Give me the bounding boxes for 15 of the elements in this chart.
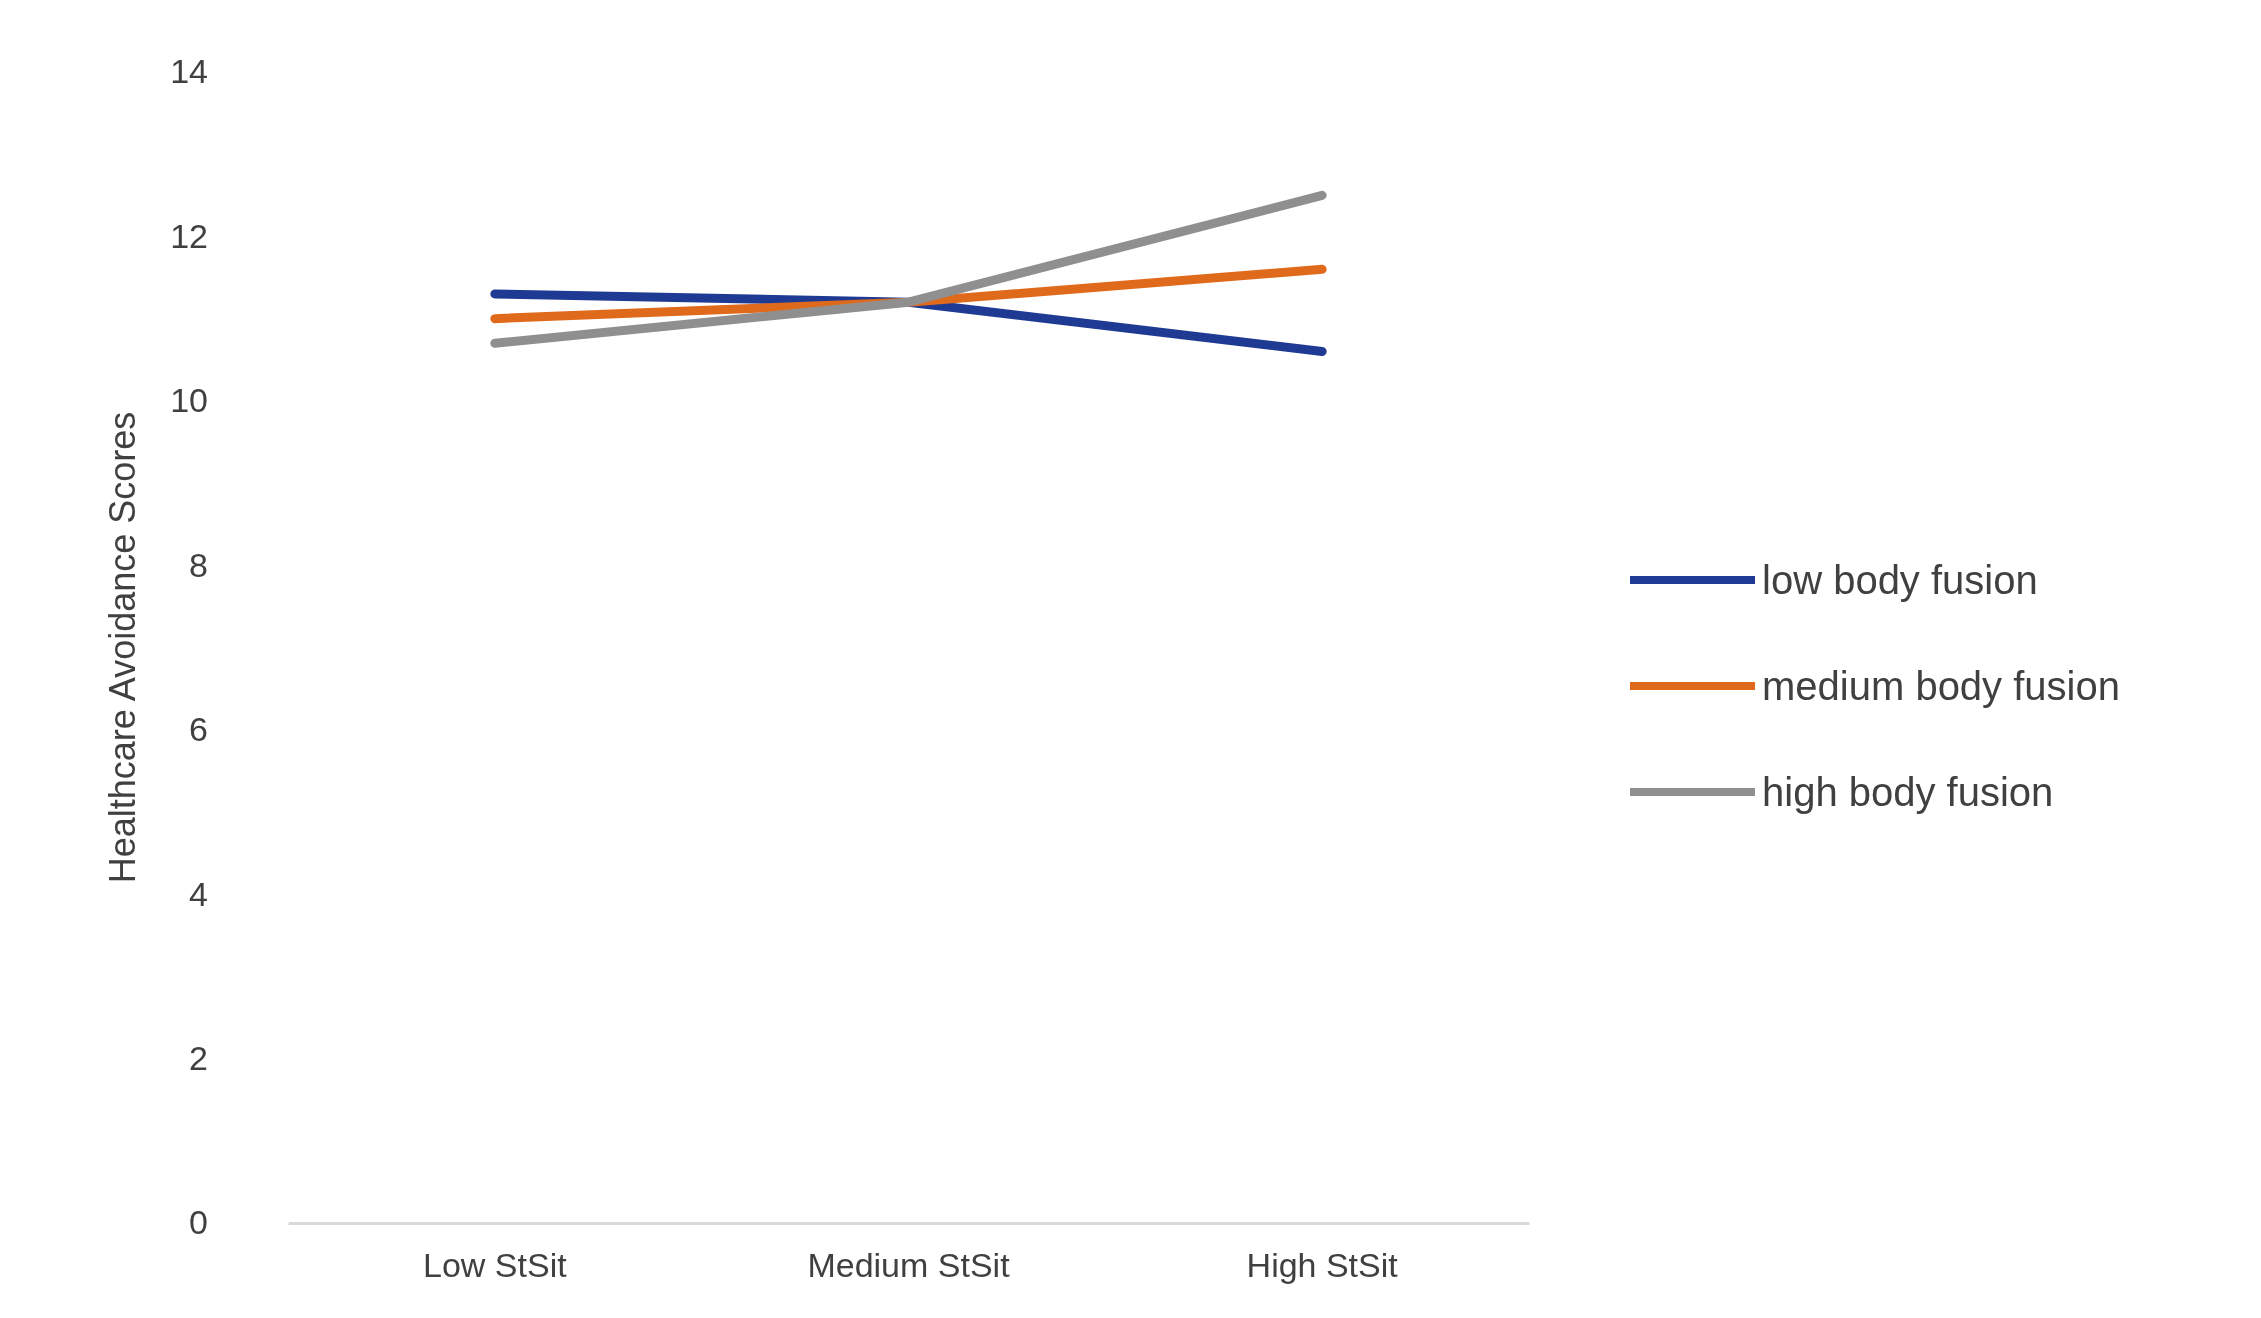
legend-label: low body fusion [1762, 558, 2038, 602]
y-tick-label: 12 [170, 216, 208, 255]
y-tick-label: 4 [189, 874, 208, 913]
y-tick-label: 6 [189, 710, 208, 749]
x-tick-label: Medium StSit [807, 1246, 1011, 1285]
y-tick-label: 14 [170, 52, 208, 91]
x-tick-label: High StSit [1246, 1246, 1399, 1285]
y-tick-label: 8 [189, 545, 208, 584]
x-tick-label: Low StSit [423, 1246, 568, 1285]
legend-label: high body fusion [1762, 770, 2054, 814]
y-axis-title: Healthcare Avoidance Scores [102, 411, 143, 884]
y-tick-label: 2 [189, 1038, 208, 1077]
legend-label: medium body fusion [1762, 664, 2120, 708]
y-tick-label: 0 [189, 1203, 208, 1242]
y-tick-label: 10 [170, 381, 208, 420]
